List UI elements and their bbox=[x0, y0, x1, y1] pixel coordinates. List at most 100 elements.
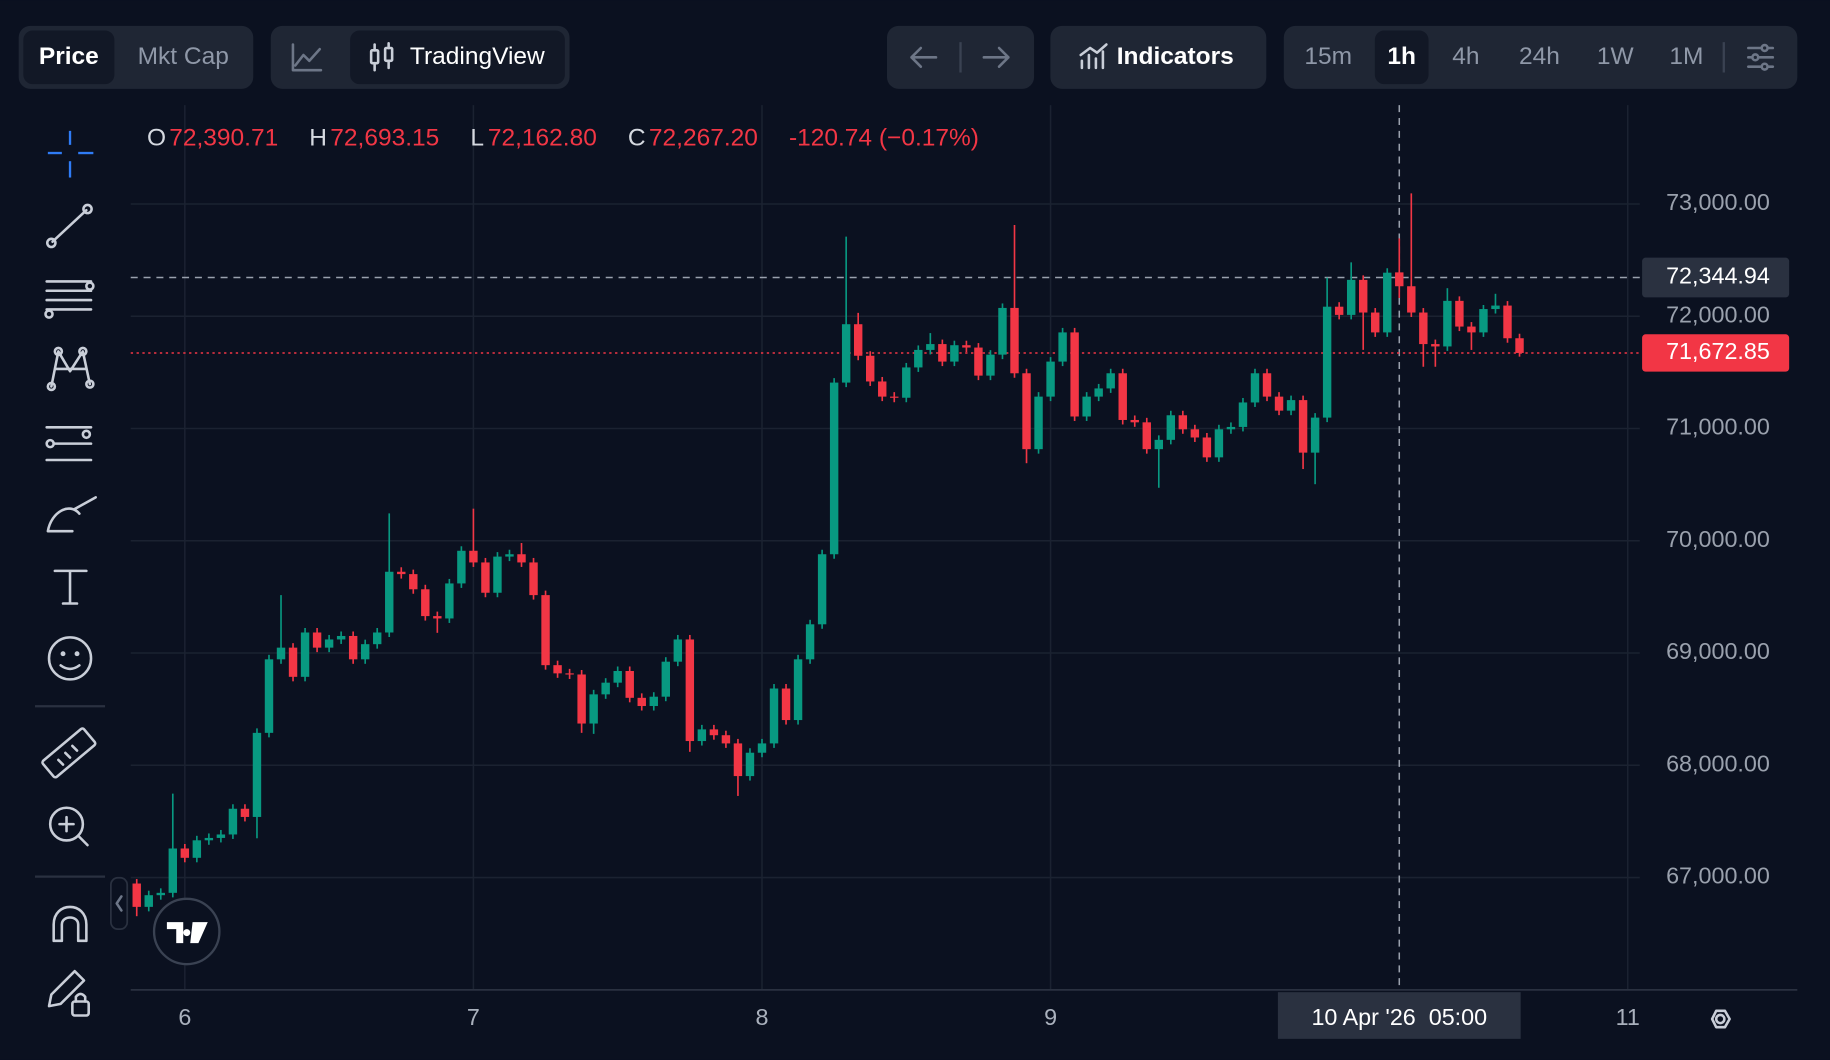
candle-body bbox=[288, 647, 298, 677]
y-tick-label: 70,000.00 bbox=[1666, 526, 1770, 552]
candle-body bbox=[697, 729, 707, 742]
candle-body bbox=[529, 562, 538, 596]
candle-body bbox=[1250, 373, 1260, 403]
timeframe-label[interactable]: 15m bbox=[1304, 43, 1352, 70]
candle-body bbox=[805, 624, 815, 660]
candle-body bbox=[1106, 373, 1115, 389]
candle-body bbox=[1491, 305, 1500, 310]
candles-icon bbox=[369, 42, 394, 72]
candle-body bbox=[829, 382, 839, 555]
forward-button[interactable] bbox=[982, 46, 1010, 68]
candle-body bbox=[1298, 400, 1308, 453]
timeframe-label[interactable]: 1M bbox=[1669, 43, 1703, 70]
indicators-button[interactable] bbox=[1050, 25, 1267, 89]
timeframe-label[interactable]: 24h bbox=[1519, 43, 1560, 70]
x-tick-label: 7 bbox=[467, 1004, 480, 1030]
candle-body bbox=[493, 556, 502, 593]
timeframe-label[interactable]: 1W bbox=[1597, 43, 1635, 70]
price-tab[interactable] bbox=[23, 30, 115, 85]
fib-tool[interactable] bbox=[44, 280, 95, 319]
price-tab-label[interactable]: Price bbox=[39, 43, 99, 70]
x-tick-label: 6 bbox=[178, 1004, 191, 1030]
candle-body bbox=[264, 659, 274, 733]
candle-body bbox=[360, 644, 370, 660]
candle-body bbox=[1094, 388, 1103, 397]
candle-body bbox=[1479, 309, 1488, 333]
indicators-label[interactable]: Indicators bbox=[1117, 43, 1234, 70]
candle-body bbox=[890, 396, 899, 398]
candle-body bbox=[1010, 307, 1019, 374]
candle-body bbox=[817, 554, 827, 625]
candle-body bbox=[986, 354, 995, 376]
legend-key: L bbox=[470, 124, 484, 151]
emoji-tool[interactable] bbox=[47, 636, 93, 681]
y-tick-label: 68,000.00 bbox=[1666, 750, 1770, 776]
candle-body bbox=[793, 659, 803, 721]
zoom-tool[interactable] bbox=[48, 806, 89, 847]
crosshair-tool[interactable] bbox=[47, 130, 94, 178]
candle-body bbox=[300, 632, 310, 677]
candle-body bbox=[709, 729, 719, 736]
candle-body bbox=[1058, 332, 1067, 362]
candle-body bbox=[1443, 300, 1452, 347]
settings-icon[interactable] bbox=[1747, 43, 1775, 71]
candle-body bbox=[1455, 300, 1464, 327]
crosshair-price-label: 72,344.94 bbox=[1666, 263, 1770, 289]
brush-tool[interactable] bbox=[46, 496, 97, 533]
candle-body bbox=[517, 554, 526, 563]
candle-body bbox=[1407, 286, 1416, 313]
trendline-tool[interactable] bbox=[45, 203, 93, 249]
tradingview-tab[interactable] bbox=[350, 30, 565, 85]
candle-body bbox=[1262, 373, 1272, 397]
tradingview-label[interactable]: TradingView bbox=[410, 43, 545, 70]
candle-body bbox=[565, 673, 574, 675]
tradingview-logo[interactable] bbox=[152, 897, 221, 966]
candle-body bbox=[625, 670, 634, 698]
candle-body bbox=[1286, 400, 1296, 411]
candle-body bbox=[1515, 338, 1524, 353]
candle-body bbox=[1274, 396, 1284, 411]
last-price-box bbox=[1642, 334, 1790, 372]
axis-settings[interactable] bbox=[1710, 1009, 1731, 1029]
x-tick-label: 9 bbox=[1044, 1004, 1057, 1030]
candle-body bbox=[1022, 373, 1031, 450]
crosshair-time-label: 10 Apr '26 05:00 bbox=[1311, 1004, 1487, 1030]
candle-body bbox=[228, 808, 238, 835]
back-button[interactable] bbox=[910, 46, 938, 68]
candle-body bbox=[841, 324, 851, 383]
prediction-tool[interactable] bbox=[45, 426, 93, 462]
mktcap-tab-label[interactable]: Mkt Cap bbox=[138, 43, 229, 70]
candle-body bbox=[1310, 417, 1320, 453]
candle-body bbox=[481, 562, 490, 593]
candle-body bbox=[1383, 272, 1392, 333]
candle-body bbox=[1431, 344, 1440, 347]
top-toolbar: Price Mkt Cap TradingView Indicators 15m… bbox=[18, 25, 1798, 89]
candle-body bbox=[1118, 373, 1127, 420]
timeframe-active[interactable] bbox=[1374, 30, 1429, 85]
legend-value: 72,162.80 bbox=[488, 124, 597, 151]
candle-body bbox=[878, 381, 887, 397]
candle-body bbox=[156, 892, 165, 896]
candle-body bbox=[1142, 422, 1151, 450]
text-tool[interactable] bbox=[53, 569, 88, 605]
collapse-button[interactable] bbox=[109, 876, 129, 931]
candle-body bbox=[445, 583, 454, 619]
candle-body bbox=[1190, 429, 1200, 438]
candle-body bbox=[457, 550, 466, 584]
candle-body bbox=[385, 571, 394, 633]
magnet-tool[interactable] bbox=[52, 905, 88, 943]
line-chart-icon[interactable] bbox=[291, 43, 323, 72]
candle-body bbox=[1130, 419, 1139, 423]
candle-body bbox=[685, 639, 695, 742]
candle-body bbox=[168, 848, 178, 893]
candle-body bbox=[721, 735, 731, 744]
ruler-tool[interactable] bbox=[41, 727, 97, 779]
lock-tool[interactable] bbox=[47, 969, 90, 1017]
timeframe-label[interactable]: 1h bbox=[1387, 43, 1416, 70]
pattern-tool[interactable] bbox=[46, 346, 95, 392]
candle-body bbox=[469, 550, 478, 563]
timeframe-label[interactable]: 4h bbox=[1452, 43, 1479, 70]
